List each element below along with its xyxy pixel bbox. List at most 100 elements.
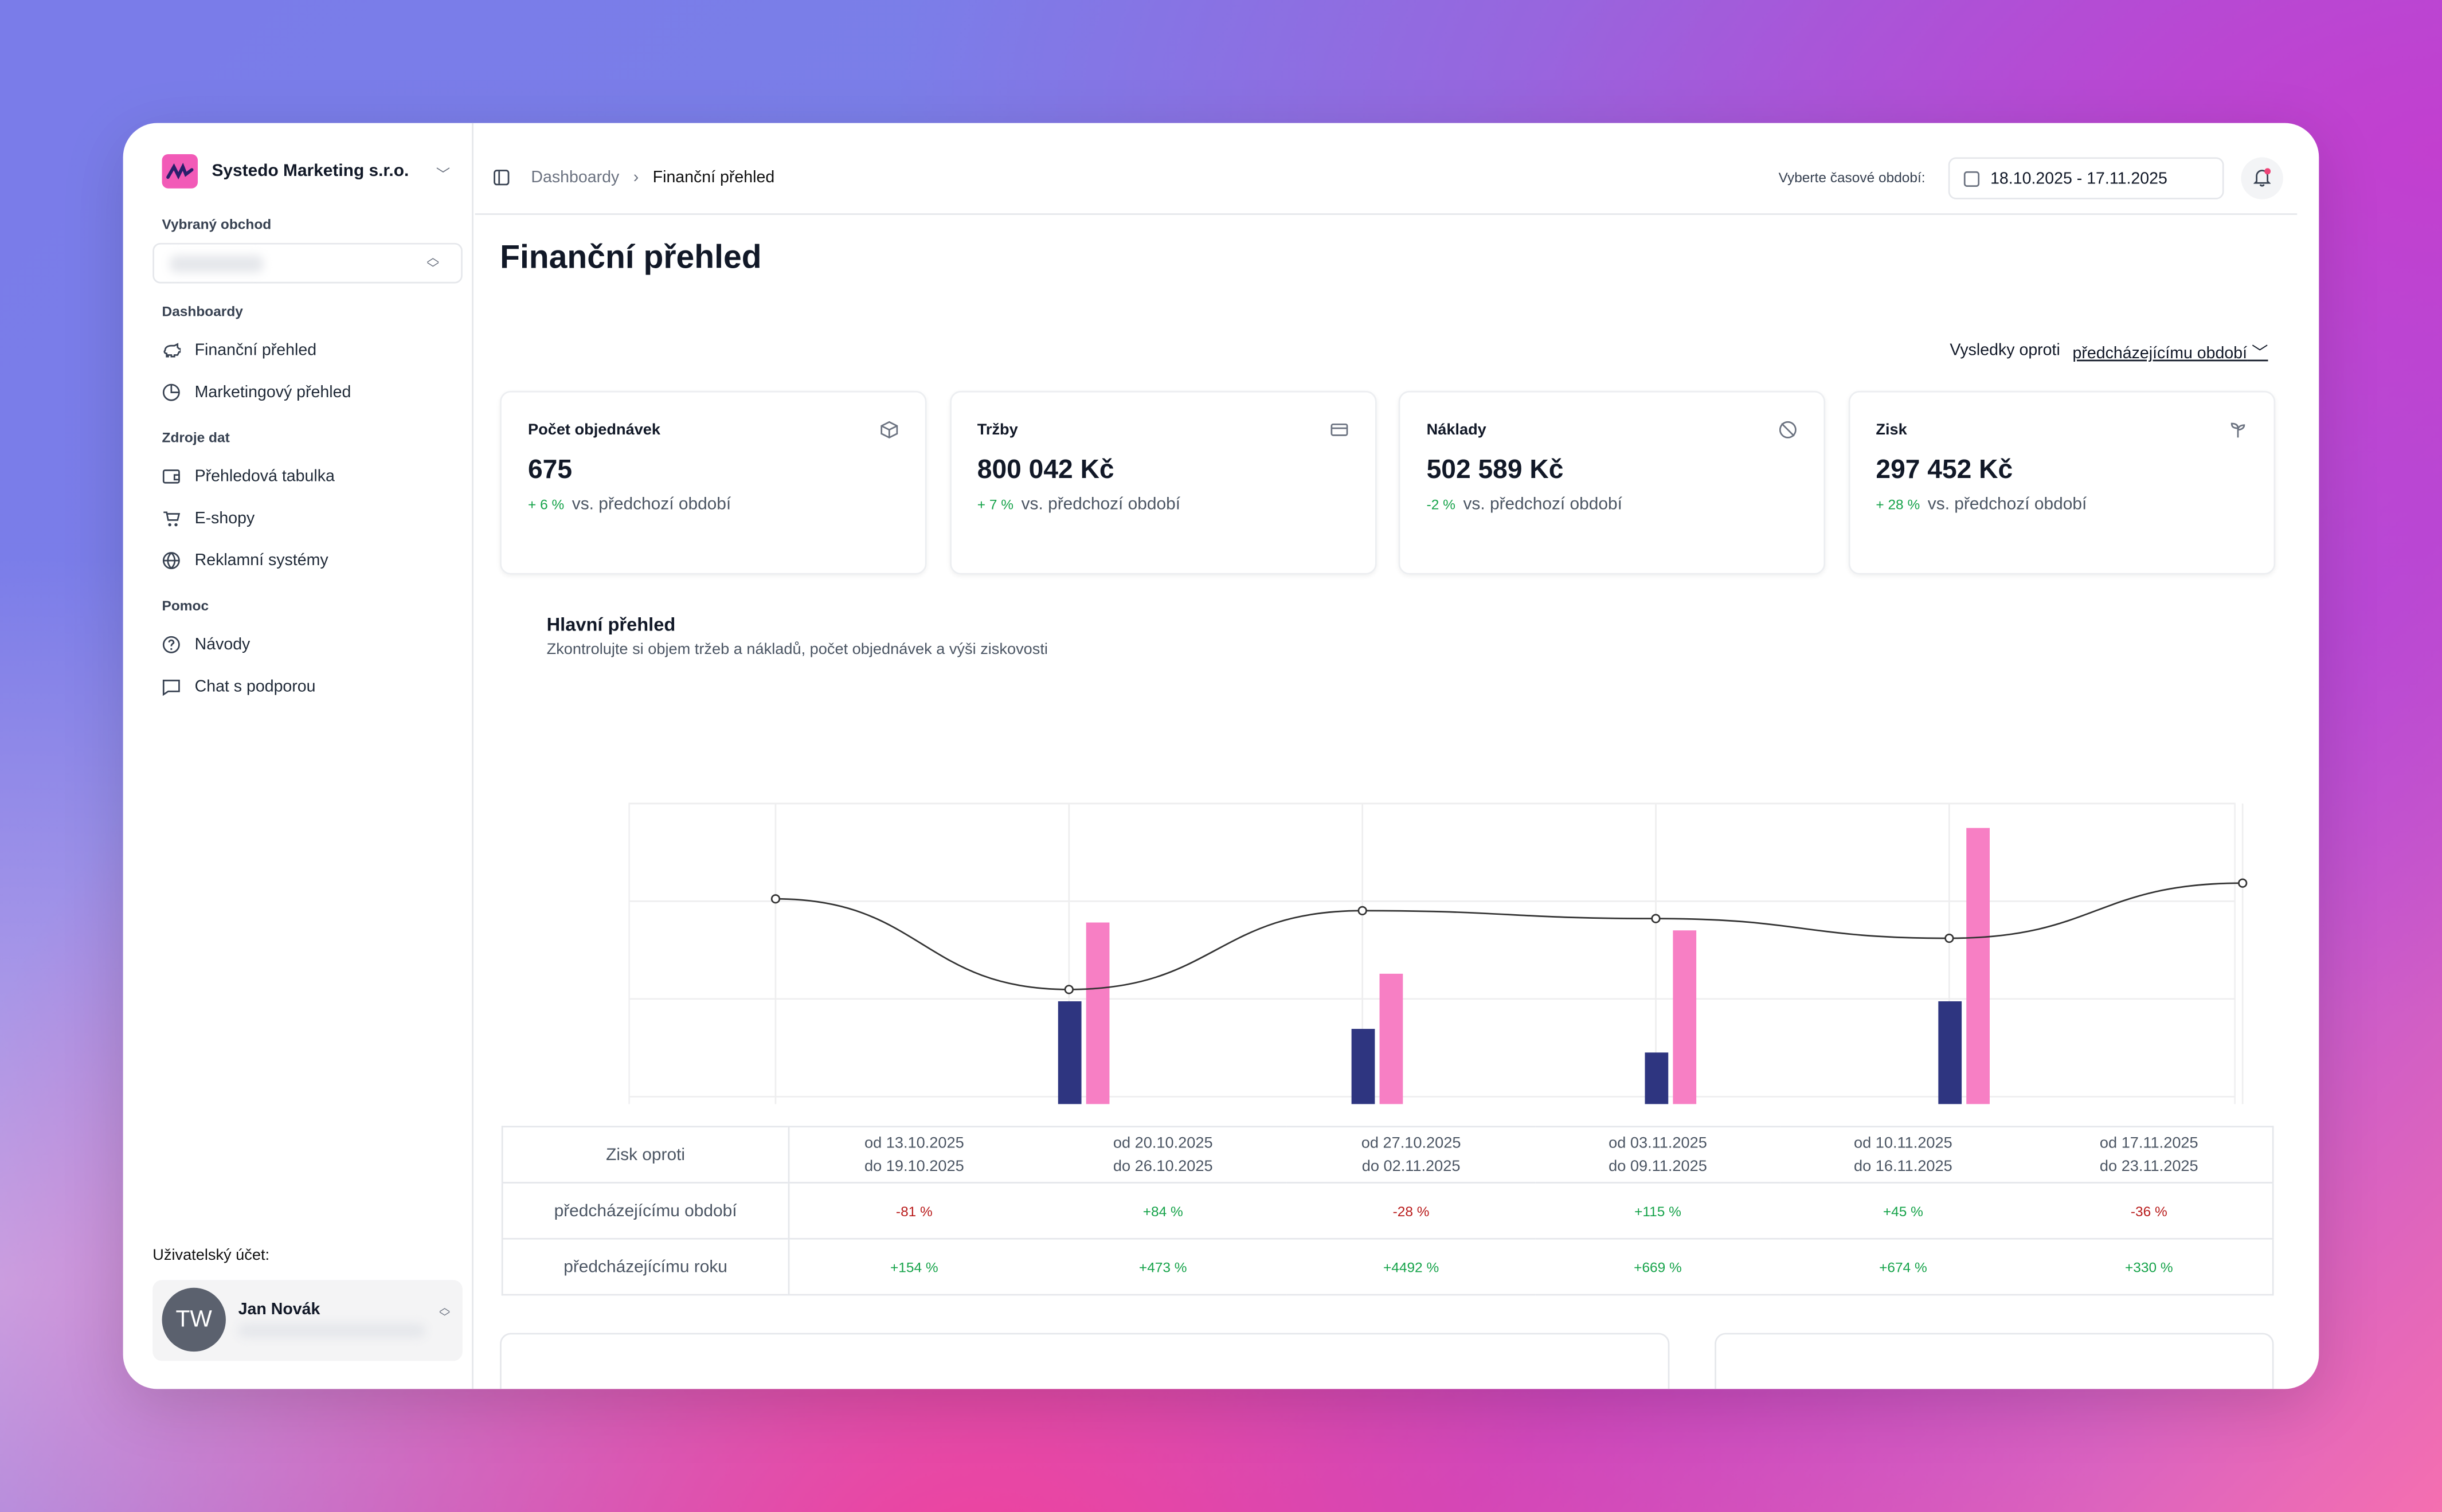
kpi-card: Náklady 502 589 Kč -2 % vs. předchozí obdob… bbox=[1398, 390, 1826, 575]
sidebar-item[interactable]: E-shopy bbox=[162, 509, 255, 528]
main-content: Dashboardy › Finanční přehled Vyberte časo… bbox=[475, 123, 2319, 1389]
date-range-picker[interactable]: 18.10.2025 - 17.11.2025 bbox=[1948, 157, 2224, 199]
page-title: Finanční přehled bbox=[500, 240, 762, 276]
notifications-button[interactable] bbox=[2241, 157, 2283, 199]
column-to: do 19.10.2025 bbox=[864, 1157, 964, 1175]
bottom-card-right bbox=[1715, 1333, 2274, 1389]
piggy-bank-icon bbox=[163, 343, 181, 358]
user-email bbox=[238, 1323, 425, 1338]
bar-navy bbox=[1938, 1001, 1962, 1104]
company-switcher-chevron-icon[interactable]: ﹀ bbox=[436, 166, 451, 182]
sidebar-item[interactable]: Návody bbox=[162, 635, 250, 654]
store-select[interactable]: ︿ ﹀ bbox=[152, 242, 463, 284]
user-account-button[interactable]: TW Jan Novák ︿ ﹀ bbox=[152, 1280, 463, 1361]
sprout-icon bbox=[2230, 422, 2244, 438]
breadcrumb-current: Finanční přehled bbox=[652, 168, 775, 187]
bar-navy bbox=[1645, 1052, 1669, 1104]
table-cell: -28 % bbox=[1287, 1182, 1536, 1239]
column-to: do 16.11.2025 bbox=[1854, 1157, 1952, 1175]
table-column-header: od 10.11.2025 do 16.11.2025 bbox=[1780, 1127, 2026, 1183]
compare-label: Vysledky oproti bbox=[1950, 340, 2060, 360]
kpi-card: Zisk 297 452 Kč + 28 % vs. předchozí období bbox=[1848, 390, 2275, 575]
date-range-value: 18.10.2025 - 17.11.2025 bbox=[1990, 170, 2167, 189]
sidebar-item[interactable]: Přehledová tabulka bbox=[162, 467, 335, 486]
sidebar-item-label: Přehledová tabulka bbox=[194, 467, 335, 486]
table-cell: +4492 % bbox=[1287, 1237, 1536, 1295]
chat-icon bbox=[162, 679, 180, 696]
table-cell: +115 % bbox=[1535, 1182, 1780, 1239]
compare-value: předcházejícímu období bbox=[2072, 344, 2248, 363]
avatar: TW bbox=[162, 1287, 226, 1352]
company-logo bbox=[162, 154, 198, 189]
store-label: Vybraný obchod bbox=[162, 216, 272, 232]
bell-icon bbox=[2253, 168, 2271, 187]
bar-navy bbox=[1351, 1029, 1375, 1104]
table-corner: Zisk oproti bbox=[502, 1126, 790, 1183]
table-cell: +154 % bbox=[789, 1237, 1039, 1295]
table-row: předcházejícímu období -81 % +84 % -28 % +11… bbox=[502, 1182, 2273, 1239]
sidebar: Systedo Marketing s.r.o. ﹀ Vybraný obcho… bbox=[123, 123, 473, 1389]
kpi-change: -2 % bbox=[1426, 496, 1455, 512]
table-cell: +674 % bbox=[1780, 1237, 2026, 1295]
breadcrumb-dashboardy[interactable]: Dashboardy bbox=[531, 168, 620, 187]
nav-section-title: Pomoc bbox=[162, 598, 209, 614]
sidebar-item-label: Marketingový přehled bbox=[194, 383, 351, 402]
column-to: do 09.11.2025 bbox=[1609, 1157, 1707, 1175]
company-name: Systedo Marketing s.r.o. bbox=[212, 162, 409, 181]
table-column-header: od 27.10.2025 do 02.11.2025 bbox=[1287, 1127, 1535, 1183]
kpi-value: 502 589 Kč bbox=[1426, 455, 1564, 484]
kpi-value: 675 bbox=[527, 455, 573, 484]
globe-icon bbox=[162, 552, 180, 569]
store-value bbox=[170, 255, 264, 273]
credit-card-icon bbox=[1330, 423, 1348, 436]
bar-pink bbox=[1379, 973, 1403, 1104]
line-point bbox=[1651, 914, 1661, 923]
table-column-header: od 03.11.2025 do 09.11.2025 bbox=[1535, 1127, 1780, 1183]
sidebar-item[interactable]: Marketingový přehled bbox=[162, 383, 351, 402]
column-to: do 23.11.2025 bbox=[2099, 1157, 2198, 1175]
sidebar-item-label: Reklamní systémy bbox=[194, 551, 328, 570]
kpi-card: Tržby 800 042 Kč + 7 % vs. předchozí období bbox=[949, 390, 1376, 575]
row-label: předcházejícímu období bbox=[502, 1182, 790, 1239]
column-from: od 10.11.2025 bbox=[1854, 1134, 1952, 1152]
bar-pink bbox=[1086, 922, 1110, 1104]
kpi-title: Náklady bbox=[1426, 422, 1486, 440]
box-icon bbox=[880, 421, 898, 438]
toggle-sidebar-icon[interactable] bbox=[494, 170, 510, 186]
bar-navy bbox=[1058, 1001, 1082, 1104]
table-cell: +669 % bbox=[1535, 1237, 1780, 1295]
account-label: Uživatelský účet: bbox=[152, 1247, 270, 1265]
sidebar-item-label: Finanční přehled bbox=[194, 340, 317, 360]
table-column-header: od 17.11.2025 do 23.11.2025 bbox=[2026, 1127, 2273, 1183]
header-divider bbox=[475, 213, 2298, 215]
kpi-change-suffix: vs. předchozí období bbox=[1021, 495, 1181, 514]
sidebar-item[interactable]: Finanční přehled bbox=[162, 340, 317, 360]
kpi-card: Počet objednávek 675 + 6 % vs. předchozí ob… bbox=[500, 390, 927, 575]
overview-title: Hlavní přehled bbox=[546, 613, 676, 636]
sidebar-item-label: Chat s podporou bbox=[194, 677, 316, 696]
nav-section-title: Dashboardy bbox=[162, 303, 243, 319]
bar-pink bbox=[1673, 930, 1697, 1104]
profit-comparison-table: Zisk oproti od 13.10.2025 do 19.10.2025 od … bbox=[501, 1126, 2274, 1296]
sidebar-item[interactable]: Chat s podporou bbox=[162, 677, 316, 696]
line-point bbox=[1944, 933, 1954, 943]
kpi-change: + 28 % bbox=[1876, 496, 1920, 512]
kpi-value: 297 452 Kč bbox=[1876, 455, 2013, 484]
table-column-header: od 20.10.2025 do 26.10.2025 bbox=[1039, 1127, 1287, 1183]
sidebar-item[interactable]: Reklamní systémy bbox=[162, 551, 328, 570]
table-cell: +330 % bbox=[2025, 1237, 2273, 1295]
column-to: do 26.10.2025 bbox=[1113, 1157, 1213, 1175]
kpi-change-suffix: vs. předchozí období bbox=[1927, 495, 2087, 514]
kpi-title: Počet objednávek bbox=[527, 422, 661, 440]
coins-off-icon bbox=[1779, 421, 1797, 438]
calendar-icon bbox=[1963, 171, 1980, 187]
table-cell: +45 % bbox=[1780, 1182, 2026, 1239]
line-point bbox=[2238, 878, 2248, 888]
column-from: od 17.11.2025 bbox=[2099, 1134, 2198, 1152]
compare-dropdown[interactable]: předcházejícímu období ﹀ bbox=[2072, 344, 2268, 363]
line-point bbox=[770, 894, 781, 904]
kpi-change: + 6 % bbox=[527, 496, 565, 512]
compare-control: Vysledky oproti předcházejícímu období ﹀ bbox=[1950, 341, 2268, 365]
table-column-header: od 13.10.2025 do 19.10.2025 bbox=[789, 1127, 1039, 1183]
breadcrumb: Dashboardy › Finanční přehled bbox=[531, 168, 774, 187]
